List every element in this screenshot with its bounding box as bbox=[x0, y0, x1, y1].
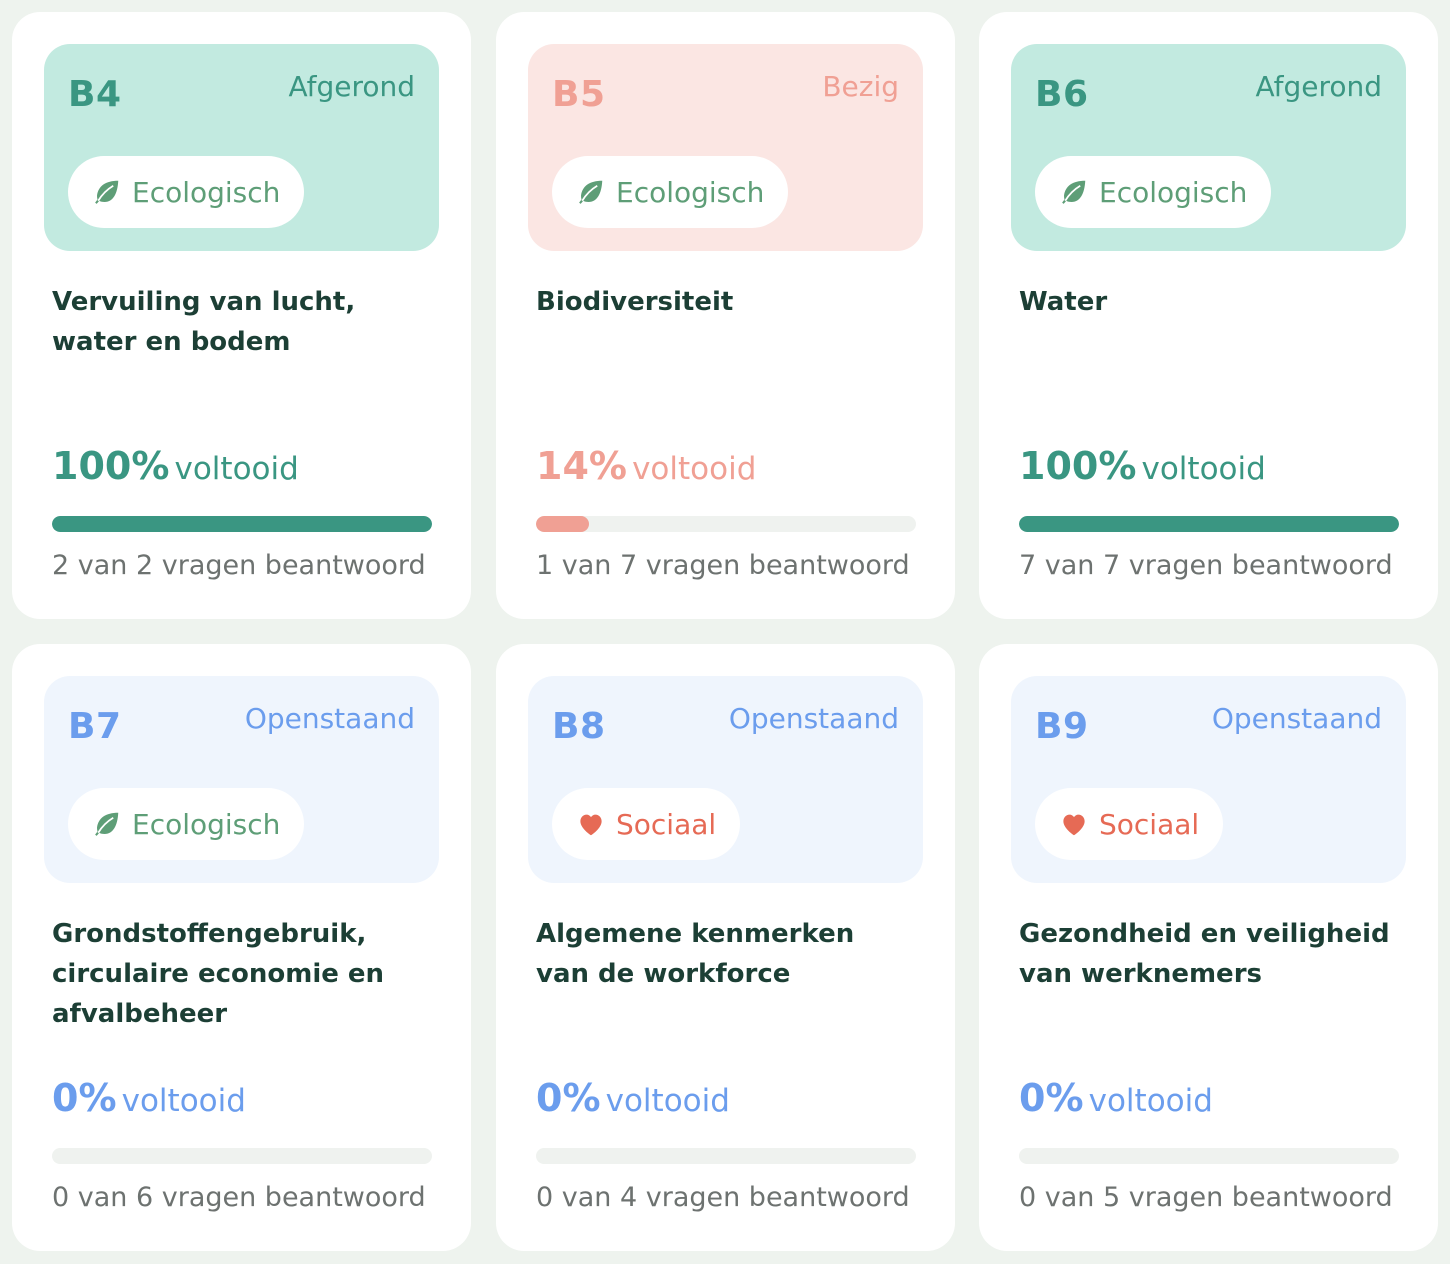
answered-count: 0 van 4 vragen beantwoord bbox=[536, 1182, 910, 1213]
status-label: Openstaand bbox=[1211, 702, 1382, 735]
completion-percent: 0% bbox=[1019, 1076, 1084, 1120]
progress-bar bbox=[1019, 516, 1399, 532]
progress-bar bbox=[536, 1148, 916, 1164]
completion-label: voltooid bbox=[632, 451, 757, 487]
topic-code: B5 bbox=[552, 74, 606, 115]
topic-code: B4 bbox=[68, 74, 122, 115]
topic-title: Grondstoffengebruik, circulaire economie… bbox=[52, 919, 385, 1029]
status-label: Openstaand bbox=[728, 702, 899, 735]
completion-percent: 0% bbox=[52, 1076, 117, 1120]
progress-bar bbox=[52, 516, 432, 532]
topic-code: B7 bbox=[68, 706, 122, 747]
topic-code: B9 bbox=[1035, 706, 1089, 747]
topic-card-b5[interactable]: B5 Bezig Ecologisch Biodiversiteit 14% v… bbox=[496, 12, 955, 619]
card-header: B5 Bezig Ecologisch bbox=[528, 44, 923, 251]
topic-title: Gezondheid en veiligheid van werknemers bbox=[1019, 919, 1390, 989]
card-header: B6 Afgerond Ecologisch bbox=[1011, 44, 1406, 251]
progress-fill bbox=[52, 516, 432, 532]
completion-percent: 14% bbox=[536, 444, 627, 488]
status-label: Bezig bbox=[822, 70, 899, 103]
topic-card-b4[interactable]: B4 Afgerond Ecologisch Vervuiling van lu… bbox=[12, 12, 471, 619]
topic-card-b6[interactable]: B6 Afgerond Ecologisch Water 100% voltoo… bbox=[979, 12, 1438, 619]
topic-code: B6 bbox=[1035, 74, 1089, 115]
status-label: Afgerond bbox=[288, 70, 415, 103]
progress-fill bbox=[1019, 516, 1399, 532]
answered-count: 2 van 2 vragen beantwoord bbox=[52, 550, 426, 581]
status-label: Openstaand bbox=[244, 702, 415, 735]
category-label: Ecologisch bbox=[1099, 175, 1248, 209]
answered-count: 0 van 6 vragen beantwoord bbox=[52, 1182, 426, 1213]
completion-percent: 100% bbox=[52, 444, 170, 488]
category-label: Sociaal bbox=[616, 807, 717, 841]
completion-percent: 0% bbox=[536, 1076, 601, 1120]
category-pill: Sociaal bbox=[1035, 788, 1224, 860]
heart-icon bbox=[1059, 809, 1089, 839]
status-label: Afgerond bbox=[1255, 70, 1382, 103]
category-pill: Sociaal bbox=[552, 788, 741, 860]
category-pill: Ecologisch bbox=[552, 156, 789, 228]
completion-text: 100% voltooid bbox=[52, 444, 299, 488]
completion-text: 14% voltooid bbox=[536, 444, 756, 488]
completion-percent: 100% bbox=[1019, 444, 1137, 488]
card-header: B7 Openstaand Ecologisch bbox=[44, 676, 439, 883]
card-header: B4 Afgerond Ecologisch bbox=[44, 44, 439, 251]
heart-icon bbox=[576, 809, 606, 839]
leaf-icon bbox=[576, 177, 606, 207]
progress-bar bbox=[52, 1148, 432, 1164]
category-label: Ecologisch bbox=[132, 807, 281, 841]
completion-text: 0% voltooid bbox=[52, 1076, 246, 1120]
leaf-icon bbox=[92, 177, 122, 207]
completion-label: voltooid bbox=[1088, 1083, 1213, 1119]
completion-label: voltooid bbox=[174, 451, 299, 487]
completion-label: voltooid bbox=[605, 1083, 730, 1119]
topic-code: B8 bbox=[552, 706, 606, 747]
leaf-icon bbox=[92, 809, 122, 839]
topic-title: Water bbox=[1019, 287, 1108, 317]
topic-title: Vervuiling van lucht, water en bodem bbox=[52, 287, 356, 357]
topic-title: Biodiversiteit bbox=[536, 287, 734, 317]
topic-card-b8[interactable]: B8 Openstaand Sociaal Algemene kenmerken… bbox=[496, 644, 955, 1251]
progress-bar bbox=[1019, 1148, 1399, 1164]
category-label: Sociaal bbox=[1099, 807, 1200, 841]
category-label: Ecologisch bbox=[132, 175, 281, 209]
completion-text: 0% voltooid bbox=[1019, 1076, 1213, 1120]
topic-title: Algemene kenmerken van de workforce bbox=[536, 919, 855, 989]
completion-text: 100% voltooid bbox=[1019, 444, 1266, 488]
topic-card-b9[interactable]: B9 Openstaand Sociaal Gezondheid en veil… bbox=[979, 644, 1438, 1251]
category-pill: Ecologisch bbox=[1035, 156, 1272, 228]
category-pill: Ecologisch bbox=[68, 788, 305, 860]
category-label: Ecologisch bbox=[616, 175, 765, 209]
progress-fill bbox=[536, 516, 590, 532]
leaf-icon bbox=[1059, 177, 1089, 207]
completion-label: voltooid bbox=[1141, 451, 1266, 487]
answered-count: 1 van 7 vragen beantwoord bbox=[536, 550, 910, 581]
answered-count: 7 van 7 vragen beantwoord bbox=[1019, 550, 1393, 581]
card-header: B8 Openstaand Sociaal bbox=[528, 676, 923, 883]
completion-label: voltooid bbox=[121, 1083, 246, 1119]
answered-count: 0 van 5 vragen beantwoord bbox=[1019, 1182, 1393, 1213]
topic-card-b7[interactable]: B7 Openstaand Ecologisch Grondstoffengeb… bbox=[12, 644, 471, 1251]
category-pill: Ecologisch bbox=[68, 156, 305, 228]
progress-bar bbox=[536, 516, 916, 532]
completion-text: 0% voltooid bbox=[536, 1076, 730, 1120]
card-header: B9 Openstaand Sociaal bbox=[1011, 676, 1406, 883]
